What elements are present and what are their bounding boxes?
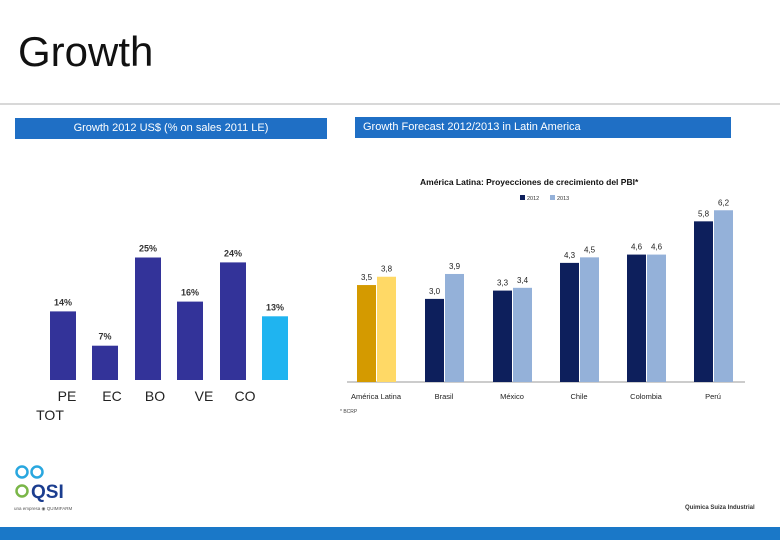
data-label: 5,8 [698, 209, 710, 218]
data-label: 3,5 [361, 273, 373, 282]
svg-text:QSI: QSI [31, 482, 64, 503]
bar [560, 262, 579, 382]
category-label: EC [102, 388, 121, 404]
bar [445, 273, 464, 382]
data-label: 14% [54, 297, 72, 307]
category-label: PE [58, 388, 77, 404]
footnote: * BCRP [340, 409, 358, 415]
category-label: VE [195, 388, 214, 404]
data-label: 6,2 [718, 198, 730, 207]
legend-label: 2013 [557, 196, 569, 202]
legend-swatch [550, 195, 555, 200]
left-chart-header: Growth 2012 US$ (% on sales 2011 LE) [15, 118, 327, 139]
bar [357, 285, 376, 382]
data-label: 24% [224, 248, 242, 258]
svg-text:una empresa ◉ QUIMIFARM: una empresa ◉ QUIMIFARM [14, 506, 72, 511]
category-label: América Latina [351, 392, 402, 401]
legend-label: 2012 [527, 196, 539, 202]
bar [92, 345, 118, 380]
data-label: 4,6 [631, 243, 643, 252]
bar [177, 301, 203, 380]
legend-swatch [520, 195, 525, 200]
bar [425, 298, 444, 382]
data-label: 3,8 [381, 265, 393, 274]
category-label: México [500, 392, 524, 401]
bar [135, 257, 161, 380]
data-label: 4,3 [564, 251, 576, 260]
right-chart-header: Growth Forecast 2012/2013 in Latin Ameri… [355, 117, 731, 138]
category-label: Brasil [435, 392, 454, 401]
category-label: CO [235, 388, 256, 404]
data-label: 25% [139, 244, 157, 254]
bar [580, 257, 599, 382]
category-label: Chile [570, 392, 587, 401]
data-label: 3,3 [497, 279, 509, 288]
category-label: TOT [36, 407, 64, 423]
bar [694, 221, 713, 382]
data-label: 16% [181, 288, 199, 298]
bar [513, 287, 532, 382]
bar [493, 290, 512, 382]
bar [50, 311, 76, 380]
category-label: Colombia [630, 392, 663, 401]
company-name: Quimica Suiza Industrial [685, 505, 755, 511]
data-label: 7% [98, 332, 111, 342]
data-label: 3,4 [517, 276, 529, 285]
category-label: BO [145, 388, 165, 404]
data-label: 3,0 [429, 287, 441, 296]
chart-title: América Latina: Proyecciones de crecimie… [420, 177, 639, 187]
bar [647, 254, 666, 382]
title-divider [0, 103, 780, 105]
bar [377, 276, 396, 382]
data-label: 4,6 [651, 243, 663, 252]
bar [714, 210, 733, 382]
qsi-logo: QSI una empresa ◉ QUIMIFARM [14, 460, 84, 520]
data-label: 13% [266, 302, 284, 312]
bar [262, 316, 288, 380]
bar [220, 262, 246, 380]
footer-bar [0, 527, 780, 540]
bar [627, 254, 646, 382]
page-title: Growth [18, 28, 154, 75]
category-label: Perú [705, 392, 721, 401]
data-label: 3,9 [449, 262, 461, 271]
data-label: 4,5 [584, 245, 596, 254]
